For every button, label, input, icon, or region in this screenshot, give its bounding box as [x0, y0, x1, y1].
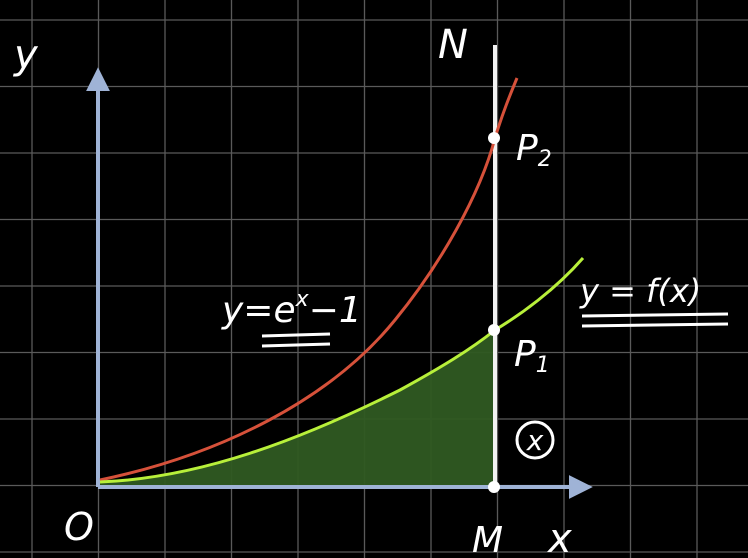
exp-label-underline-1 [261, 332, 331, 338]
shaded-area-under-f [100, 330, 495, 487]
f-curve [99, 257, 585, 484]
exp-curve-label-sup: x [295, 287, 310, 312]
point-p2-dot [488, 132, 500, 144]
circled-x-ring [515, 420, 555, 460]
y-axis-label: y [13, 32, 39, 78]
exp-curve-label-tail: −1 [309, 290, 362, 331]
point-p1-letter: P [514, 334, 536, 375]
point-p1-subscript: 1 [536, 353, 550, 378]
exp-curve [99, 77, 519, 482]
exp-curve-label: y=ex−1 [221, 287, 362, 331]
point-p2-letter: P [516, 128, 538, 169]
point-p1-dot [488, 324, 500, 336]
f-curve-label: y = f(x) [579, 272, 701, 310]
point-p1-label: P1 [514, 334, 550, 378]
exp-label-underline-2 [261, 342, 331, 348]
point-p2-subscript: 2 [538, 147, 552, 172]
f-label-underline-1 [581, 312, 729, 318]
point-m-dot [488, 481, 500, 493]
point-p2-label: P2 [516, 128, 552, 172]
exp-curve-label-base: y=e [221, 290, 296, 331]
x-axis-label: x [546, 516, 572, 558]
origin-label: O [64, 505, 94, 549]
point-n-label: N [438, 22, 468, 68]
point-m-label: M [472, 520, 503, 558]
f-label-underline-2 [581, 322, 729, 328]
circled-x-label: x [526, 424, 544, 457]
